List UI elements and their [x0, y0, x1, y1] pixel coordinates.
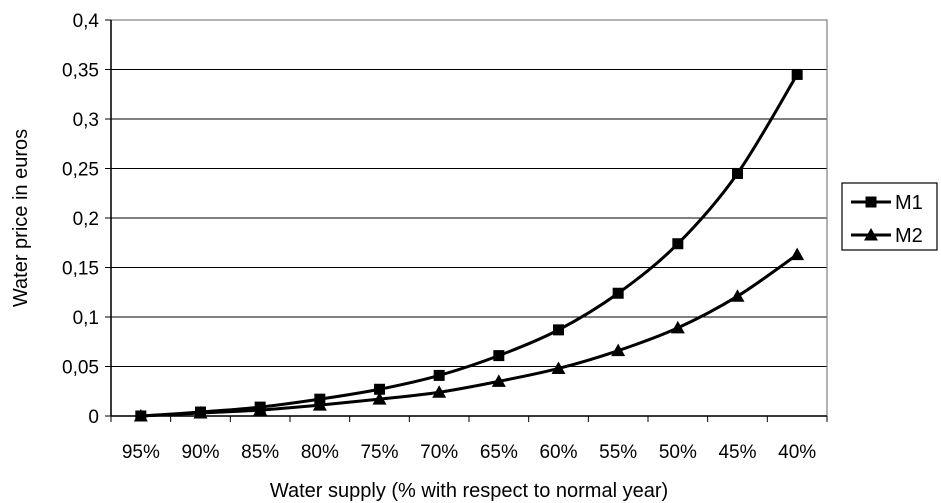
- y-tick-label: 0,3: [73, 110, 99, 131]
- x-tick-label: 50%: [659, 442, 697, 463]
- y-axis-tick-labels: 0 0,05 0,1 0,15 0,2 0,25 0,3 0,35 0,4: [62, 11, 99, 428]
- data-point-m2: [372, 392, 387, 405]
- x-tick-label: 85%: [241, 442, 279, 463]
- x-tick-label: 80%: [301, 442, 339, 463]
- gridlines: [111, 69, 827, 367]
- data-point-m1: [732, 167, 743, 179]
- data-point-m1: [791, 68, 803, 80]
- x-tick-label: 65%: [480, 442, 518, 463]
- y-axis-title: Water price in euros: [10, 129, 32, 307]
- legend: M1 M2: [841, 182, 938, 251]
- data-point-m2: [133, 409, 148, 422]
- data-point-m2: [432, 385, 447, 398]
- series-lines: [133, 68, 805, 422]
- y-tick-label: 0,25: [62, 160, 99, 181]
- legend-label-m2: M2: [895, 225, 923, 247]
- series-line-m1: [140, 73, 799, 418]
- data-point-m2: [253, 403, 268, 416]
- data-point-m2: [730, 289, 745, 302]
- x-tick-label: 75%: [360, 442, 398, 463]
- data-point-m2: [790, 247, 805, 261]
- series-line-m2: [140, 253, 799, 418]
- y-tick-label: 0,4: [73, 11, 100, 32]
- x-tick-label: 70%: [420, 442, 458, 463]
- axes: [105, 19, 828, 422]
- data-point-m1: [374, 383, 385, 395]
- data-point-m1: [612, 287, 624, 299]
- data-point-m1: [553, 324, 564, 336]
- x-axis-tick-labels: 95% 90% 85% 80% 75% 70% 65% 60% 55% 50% 45% 40%: [122, 442, 816, 463]
- y-tick-label: 0: [88, 407, 99, 428]
- y-tick-label: 0,1: [73, 308, 99, 329]
- y-tick-label: 0,35: [62, 61, 99, 82]
- data-point-m1: [672, 238, 684, 250]
- legend-box: [841, 182, 938, 251]
- legend-label-m1: M1: [895, 192, 923, 214]
- data-point-m1: [433, 369, 445, 381]
- y-tick-label: 0,2: [73, 209, 99, 230]
- data-point-m2: [551, 361, 566, 374]
- x-tick-label: 40%: [778, 442, 816, 463]
- x-tick-label: 90%: [181, 442, 219, 463]
- legend-m2-triangle-marker: [864, 228, 878, 241]
- x-tick-label: 95%: [122, 442, 160, 463]
- data-point-m2: [491, 374, 506, 387]
- x-tick-label: 55%: [599, 442, 637, 463]
- data-point-m2: [670, 320, 685, 334]
- data-point-m1: [493, 350, 505, 362]
- legend-m1-square-marker: [865, 196, 877, 208]
- y-tick-label: 0,05: [62, 358, 99, 379]
- y-tick-label: 0,15: [62, 259, 99, 280]
- x-tick-label: 60%: [539, 442, 577, 463]
- x-tick-label: 45%: [718, 442, 756, 463]
- data-point-m2: [312, 398, 327, 411]
- data-point-m2: [611, 343, 626, 357]
- x-axis-title: Water supply (% with respect to normal y…: [270, 480, 668, 502]
- data-point-m2: [193, 406, 208, 419]
